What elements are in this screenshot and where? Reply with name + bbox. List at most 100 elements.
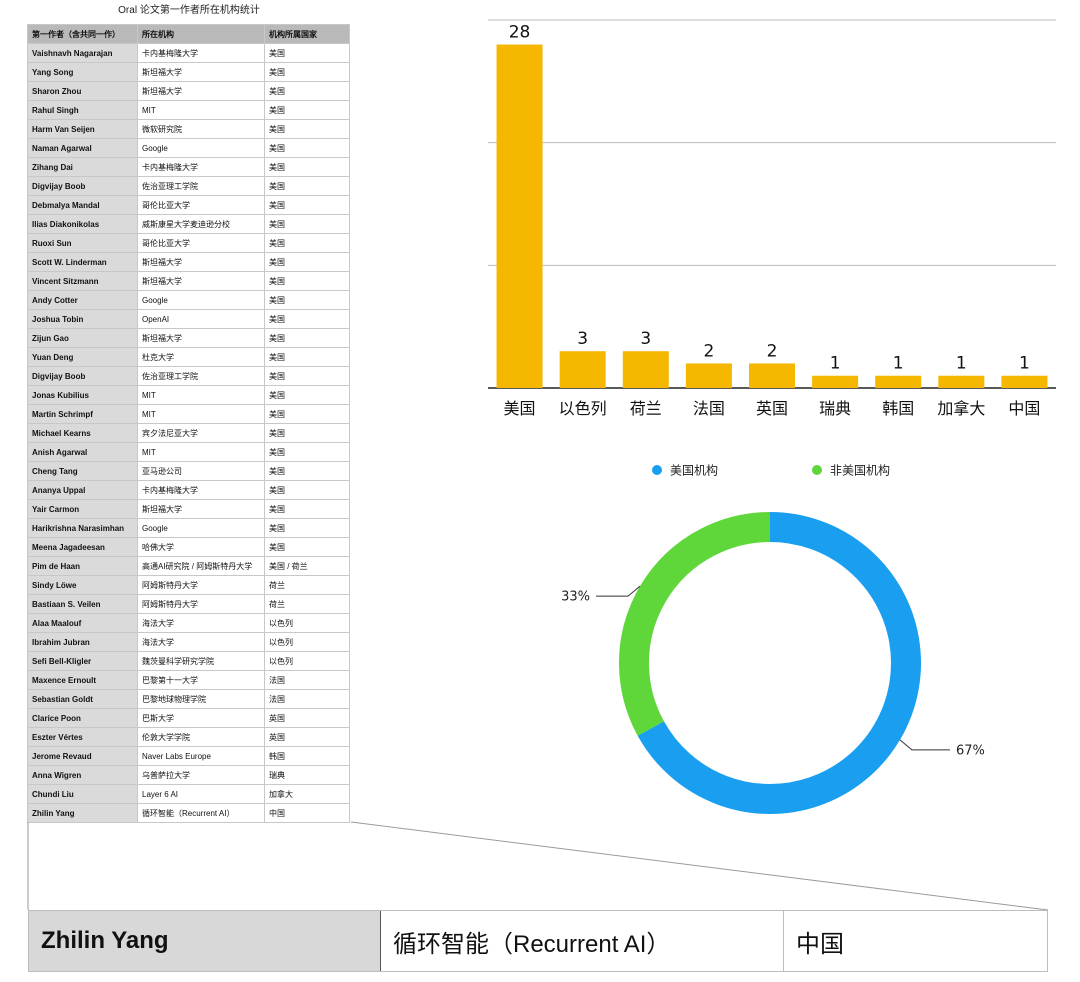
zoomed-institution: 循环智能（Recurrent AI） bbox=[381, 911, 784, 971]
author-cell: Cheng Tang bbox=[27, 461, 138, 481]
institution-cell: 卡内基梅隆大学 bbox=[137, 480, 265, 500]
country-cell: 美国 bbox=[264, 309, 350, 329]
institution-cell: 宾夕法尼亚大学 bbox=[137, 423, 265, 443]
slice-value-label: 67% bbox=[956, 743, 985, 758]
category-tick-label: 美国 bbox=[504, 399, 536, 418]
bar-value-label: 28 bbox=[509, 23, 531, 43]
institution-cell: 阿姆斯特丹大学 bbox=[137, 594, 265, 614]
author-cell: Anna Wigren bbox=[27, 765, 138, 785]
table-row: Sharon Zhou 斯坦福大学 美国 bbox=[27, 81, 350, 101]
table-row: Sindy Löwe 阿姆斯特丹大学 荷兰 bbox=[27, 575, 350, 595]
country-cell: 美国 bbox=[264, 252, 350, 272]
country-cell: 美国 bbox=[264, 442, 350, 462]
table-row: Joshua Tobin OpenAI 美国 bbox=[27, 309, 350, 329]
country-cell: 美国 bbox=[264, 233, 350, 253]
institution-cell: Naver Labs Europe bbox=[137, 746, 265, 766]
table-row: Ruoxi Sun 哥伦比亚大学 美国 bbox=[27, 233, 350, 253]
country-cell: 美国 bbox=[264, 328, 350, 348]
donut-slice bbox=[619, 512, 771, 736]
country-cell: 以色列 bbox=[264, 632, 350, 652]
institution-cell: OpenAI bbox=[137, 309, 265, 329]
author-cell: Yuan Deng bbox=[27, 347, 138, 367]
author-cell: Vaishnavh Nagarajan bbox=[27, 43, 138, 63]
table-row: Scott W. Linderman 斯坦福大学 美国 bbox=[27, 252, 350, 272]
country-cell: 美国 bbox=[264, 157, 350, 177]
table-row: Eszter Vértes 伦敦大学学院 英国 bbox=[27, 727, 350, 747]
zoomed-row: Zhilin Yang 循环智能（Recurrent AI） 中国 bbox=[28, 910, 1048, 972]
table-row: Zijun Gao 斯坦福大学 美国 bbox=[27, 328, 350, 348]
table-row: Debmalya Mandal 哥伦比亚大学 美国 bbox=[27, 195, 350, 215]
country-cell: 美国 / 荷兰 bbox=[264, 556, 350, 576]
country-cell: 美国 bbox=[264, 100, 350, 120]
author-cell: Clarice Poon bbox=[27, 708, 138, 728]
author-cell: Vincent Sitzmann bbox=[27, 271, 138, 291]
country-cell: 荷兰 bbox=[264, 575, 350, 595]
institution-cell: MIT bbox=[137, 385, 265, 405]
institution-cell: 微软研究院 bbox=[137, 119, 265, 139]
zoomed-author-name: Zhilin Yang bbox=[29, 911, 381, 971]
institution-cell: 巴黎第十一大学 bbox=[137, 670, 265, 690]
author-cell: Zijun Gao bbox=[27, 328, 138, 348]
country-cell: 美国 bbox=[264, 461, 350, 481]
institution-cell: MIT bbox=[137, 100, 265, 120]
bar-value-label: 2 bbox=[703, 341, 714, 361]
country-cell: 荷兰 bbox=[264, 594, 350, 614]
slice-value-label: 33% bbox=[561, 590, 590, 605]
country-cell: 美国 bbox=[264, 81, 350, 101]
institution-cell: 海法大学 bbox=[137, 632, 265, 652]
table-row: Bastiaan S. Veilen 阿姆斯特丹大学 荷兰 bbox=[27, 594, 350, 614]
table-row: Digvijay Boob 佐治亚理工学院 美国 bbox=[27, 176, 350, 196]
country-cell: 瑞典 bbox=[264, 765, 350, 785]
table-row: Vaishnavh Nagarajan 卡内基梅隆大学 美国 bbox=[27, 43, 350, 63]
author-cell: Scott W. Linderman bbox=[27, 252, 138, 272]
institution-cell: 乌普萨拉大学 bbox=[137, 765, 265, 785]
institution-cell: 海法大学 bbox=[137, 613, 265, 633]
author-cell: Sindy Löwe bbox=[27, 575, 138, 595]
table-title: Oral 论文第一作者所在机构统计 bbox=[118, 5, 260, 16]
table-row: Alaa Maalouf 海法大学 以色列 bbox=[27, 613, 350, 633]
author-cell: Digvijay Boob bbox=[27, 176, 138, 196]
author-cell: Bastiaan S. Veilen bbox=[27, 594, 138, 614]
institution-cell: 斯坦福大学 bbox=[137, 62, 265, 82]
institution-cell: Google bbox=[137, 518, 265, 538]
institution-cell: 斯坦福大学 bbox=[137, 81, 265, 101]
country-cell: 中国 bbox=[264, 803, 350, 823]
country-cell: 美国 bbox=[264, 176, 350, 196]
author-cell: Alaa Maalouf bbox=[27, 613, 138, 633]
country-cell: 加拿大 bbox=[264, 784, 350, 804]
author-cell: Jonas Kubilius bbox=[27, 385, 138, 405]
bar-value-label: 3 bbox=[640, 329, 651, 349]
column-header-institution: 所在机构 bbox=[137, 24, 265, 44]
author-cell: Harikrishna Narasimhan bbox=[27, 518, 138, 538]
column-header-author: 第一作者（含共同一作） bbox=[27, 24, 138, 44]
institution-cell: MIT bbox=[137, 442, 265, 462]
author-cell: Eszter Vértes bbox=[27, 727, 138, 747]
institution-cell: 佐治亚理工学院 bbox=[137, 366, 265, 386]
institution-cell: Layer 6 AI bbox=[137, 784, 265, 804]
country-cell: 英国 bbox=[264, 708, 350, 728]
bar bbox=[1001, 375, 1048, 388]
author-cell: Sefi Bell-Kligler bbox=[27, 651, 138, 671]
table-row: Yuan Deng 杜克大学 美国 bbox=[27, 347, 350, 367]
country-cell: 美国 bbox=[264, 271, 350, 291]
author-cell: Joshua Tobin bbox=[27, 309, 138, 329]
institution-cell: MIT bbox=[137, 404, 265, 424]
author-cell: Rahul Singh bbox=[27, 100, 138, 120]
table-row: Meena Jagadeesan 哈佛大学 美国 bbox=[27, 537, 350, 557]
author-cell: Debmalya Mandal bbox=[27, 195, 138, 215]
table-row: Michael Kearns 宾夕法尼亚大学 美国 bbox=[27, 423, 350, 443]
table-row: Sefi Bell-Kligler 魏茨曼科学研究学院 以色列 bbox=[27, 651, 350, 671]
institution-cell: 高通AI研究院 / 阿姆斯特丹大学 bbox=[137, 556, 265, 576]
category-tick-label: 瑞典 bbox=[819, 399, 851, 418]
zoom-connector-right bbox=[350, 821, 1049, 911]
table-row: Jonas Kubilius MIT 美国 bbox=[27, 385, 350, 405]
table-row: Ilias Diakonikolas 威斯康星大学麦迪逊分校 美国 bbox=[27, 214, 350, 234]
zoomed-country: 中国 bbox=[796, 930, 844, 958]
institution-table-panel: Oral 论文第一作者所在机构统计 第一作者（含共同一作） 所在机构 机构所属国… bbox=[27, 0, 351, 823]
legend-swatch bbox=[812, 465, 822, 475]
institution-cell: 巴斯大学 bbox=[137, 708, 265, 728]
table-row: Martin Schrimpf MIT 美国 bbox=[27, 404, 350, 424]
table-row: Cheng Tang 亚马逊公司 美国 bbox=[27, 461, 350, 481]
category-tick-label: 英国 bbox=[756, 399, 788, 418]
country-cell: 美国 bbox=[264, 214, 350, 234]
